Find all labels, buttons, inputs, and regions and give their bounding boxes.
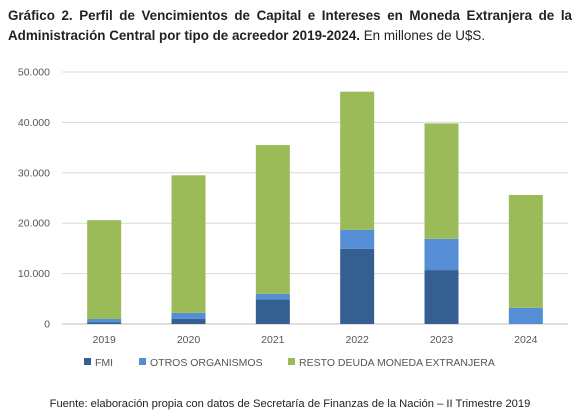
bar-segment: [508, 307, 543, 324]
stacked-bar-chart: 0 10.000 20.000 30.000 40.000 50.000 2019 2020…: [18, 67, 568, 369]
x-tick-label: 2021: [261, 334, 285, 346]
bar-segment: [87, 322, 122, 324]
bar-segment: [87, 318, 122, 323]
bar-segment: [424, 238, 459, 271]
x-tick-label: 2019: [92, 334, 116, 346]
y-tick-label: 50.000: [18, 67, 50, 79]
legend-label: OTROS ORGANISMOS: [150, 357, 263, 369]
bar-segment: [87, 220, 122, 319]
bar-segment: [508, 194, 543, 308]
y-tick-label: 30.000: [18, 167, 50, 179]
bar-segment: [171, 318, 206, 324]
bars: [87, 91, 543, 324]
legend-item[interactable]: RESTO DEUDA MONEDA EXTRANJERA: [288, 357, 495, 369]
y-tick-label: 40.000: [18, 117, 50, 129]
legend-swatch: [288, 358, 295, 365]
bar-segment: [255, 299, 290, 324]
legend[interactable]: FMI OTROS ORGANISMOS RESTO DEUDA MONEDA EX…: [84, 357, 495, 369]
x-tick-label: 2022: [345, 334, 369, 346]
legend-item[interactable]: OTROS ORGANISMOS: [139, 357, 263, 369]
bar-segment: [171, 312, 206, 319]
gridlines: [62, 71, 568, 325]
legend-swatch: [84, 358, 91, 365]
chart-title-units: En millones de U$S.: [360, 28, 486, 43]
source-note: Fuente: elaboración propia con datos de …: [49, 398, 531, 410]
bar-segment: [340, 91, 375, 230]
legend-label: FMI: [95, 357, 113, 369]
chart-title-bold: Gráfico 2. Perfil de Vencimientos de Cap…: [8, 8, 572, 43]
legend-swatch: [139, 358, 146, 365]
y-tick-label: 10.000: [18, 268, 50, 280]
bar-segment: [255, 145, 290, 294]
y-tick-label: 20.000: [18, 218, 50, 230]
x-axis-tick-labels: 2019 2020 2021 2022 2023 2024: [92, 334, 537, 346]
x-tick-label: 2023: [430, 334, 454, 346]
x-tick-label: 2024: [514, 334, 538, 346]
bar-segment: [424, 123, 459, 239]
bar-segment: [340, 229, 375, 249]
bar-segment: [340, 248, 375, 324]
y-axis-tick-labels: 0 10.000 20.000 30.000 40.000 50.000: [18, 67, 50, 331]
legend-label: RESTO DEUDA MONEDA EXTRANJERA: [299, 357, 495, 369]
y-tick-label: 0: [44, 319, 50, 331]
bar-segment: [255, 293, 290, 300]
bar-segment: [171, 175, 206, 313]
chart-title: Gráfico 2. Perfil de Vencimientos de Cap…: [8, 6, 572, 46]
bar-segment: [424, 270, 459, 324]
x-tick-label: 2020: [177, 334, 201, 346]
legend-item[interactable]: FMI: [84, 357, 113, 369]
